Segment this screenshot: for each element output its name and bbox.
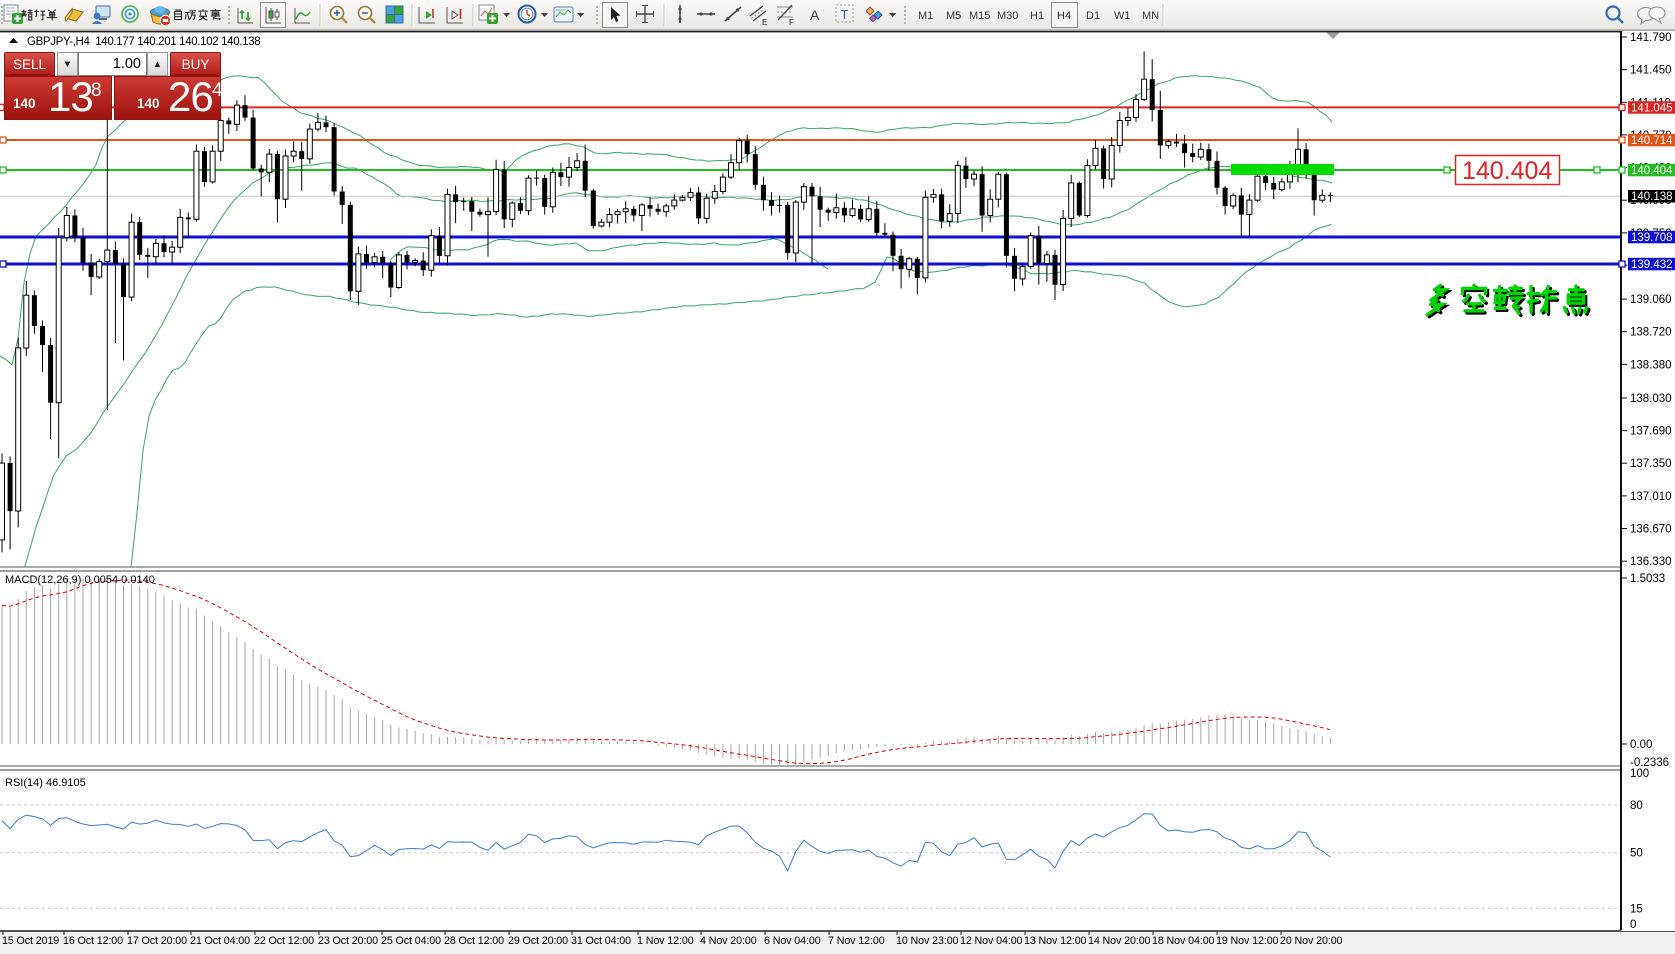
svg-text:M15: M15	[969, 10, 990, 22]
svg-text:13 Nov 12:00: 13 Nov 12:00	[1024, 935, 1087, 947]
svg-text:GBPJPY-,H4 140.177 140.201 14: GBPJPY-,H4 140.177 140.201 140.102 140.1…	[27, 36, 260, 48]
svg-text:23 Oct 20:00: 23 Oct 20:00	[318, 935, 378, 947]
svg-text:138.380: 138.380	[1630, 359, 1672, 371]
svg-text:137.690: 137.690	[1630, 426, 1672, 438]
svg-text:19 Nov 12:00: 19 Nov 12:00	[1216, 935, 1279, 947]
svg-text:25 Oct 04:00: 25 Oct 04:00	[381, 935, 441, 947]
svg-text:14 Nov 20:00: 14 Nov 20:00	[1088, 935, 1151, 947]
svg-text:29 Oct 20:00: 29 Oct 20:00	[508, 935, 568, 947]
svg-text:M5: M5	[946, 10, 961, 22]
svg-text:1.5033: 1.5033	[1630, 573, 1665, 585]
svg-text:M1: M1	[918, 10, 933, 22]
svg-text:RSI(14) 46.9105: RSI(14) 46.9105	[5, 777, 86, 789]
svg-text:12 Nov 04:00: 12 Nov 04:00	[960, 935, 1023, 947]
svg-text:140.404: 140.404	[1462, 157, 1552, 185]
svg-text:139.432: 139.432	[1631, 259, 1673, 271]
svg-text:20 Nov 20:00: 20 Nov 20:00	[1280, 935, 1343, 947]
svg-text:M30: M30	[997, 10, 1018, 22]
svg-text:7 Nov 12:00: 7 Nov 12:00	[828, 935, 885, 947]
svg-text:H4: H4	[1057, 10, 1071, 22]
svg-text:MACD(12,26,9) 0.0054 0.0140: MACD(12,26,9) 0.0054 0.0140	[5, 574, 155, 586]
svg-text:10 Nov 23:00: 10 Nov 23:00	[896, 935, 959, 947]
svg-text:139.708: 139.708	[1631, 232, 1673, 244]
svg-text:136.330: 136.330	[1630, 556, 1672, 568]
svg-text:140.714: 140.714	[1631, 135, 1673, 147]
svg-text:4 Nov 20:00: 4 Nov 20:00	[700, 935, 757, 947]
svg-text:140.404: 140.404	[1631, 165, 1673, 177]
svg-text:-0.2336: -0.2336	[1630, 757, 1669, 769]
svg-text:15: 15	[1630, 903, 1643, 915]
svg-text:15 Oct 2019: 15 Oct 2019	[2, 935, 59, 947]
svg-text:139.060: 139.060	[1630, 294, 1672, 306]
svg-text:28 Oct 12:00: 28 Oct 12:00	[444, 935, 504, 947]
svg-text:A: A	[810, 7, 820, 23]
svg-text:D1: D1	[1086, 10, 1100, 22]
svg-text:F: F	[789, 18, 794, 27]
svg-text:141.450: 141.450	[1630, 65, 1672, 77]
svg-text:16 Oct 12:00: 16 Oct 12:00	[63, 935, 123, 947]
svg-text:21 Oct 04:00: 21 Oct 04:00	[190, 935, 250, 947]
svg-text:80: 80	[1630, 800, 1643, 812]
svg-text:137.350: 137.350	[1630, 458, 1672, 470]
svg-text:50: 50	[1630, 848, 1643, 860]
svg-text:E: E	[762, 18, 767, 27]
svg-text:17 Oct 20:00: 17 Oct 20:00	[127, 935, 187, 947]
svg-text:141.790: 141.790	[1630, 32, 1672, 44]
svg-text:W1: W1	[1114, 10, 1131, 22]
svg-text:6 Nov 04:00: 6 Nov 04:00	[764, 935, 821, 947]
svg-text:138.030: 138.030	[1630, 393, 1672, 405]
svg-text:MN: MN	[1142, 10, 1159, 22]
svg-text:100: 100	[1630, 768, 1649, 780]
svg-text:138.720: 138.720	[1630, 327, 1672, 339]
svg-text:1 Nov 12:00: 1 Nov 12:00	[637, 935, 694, 947]
svg-text:136.670: 136.670	[1630, 524, 1672, 536]
svg-text:0: 0	[1630, 919, 1636, 931]
svg-text:22 Oct 12:00: 22 Oct 12:00	[254, 935, 314, 947]
svg-text:18 Nov 04:00: 18 Nov 04:00	[1152, 935, 1215, 947]
svg-text:141.045: 141.045	[1631, 102, 1673, 114]
svg-text:137.010: 137.010	[1630, 491, 1672, 503]
svg-text:0.00: 0.00	[1630, 739, 1652, 751]
svg-text:140.138: 140.138	[1631, 191, 1673, 203]
svg-text:31 Oct 04:00: 31 Oct 04:00	[571, 935, 631, 947]
svg-text:H1: H1	[1030, 10, 1044, 22]
svg-text:T: T	[841, 7, 849, 22]
